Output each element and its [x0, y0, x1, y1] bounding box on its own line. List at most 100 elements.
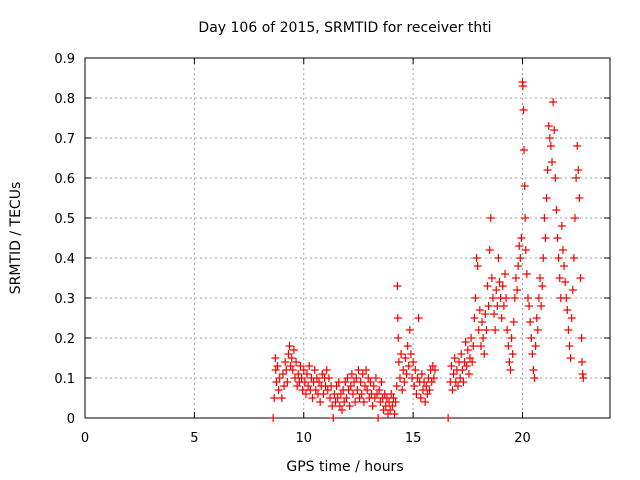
y-tick-label: 0.4 [54, 252, 75, 267]
data-point [481, 310, 490, 318]
data-point [444, 414, 453, 422]
data-point [567, 314, 576, 322]
data-point [377, 378, 386, 386]
data-point [288, 366, 297, 374]
data-point [552, 206, 561, 214]
data-point [394, 334, 403, 342]
data-point [448, 386, 457, 394]
data-point [480, 350, 489, 358]
data-point [560, 262, 569, 270]
y-tick-label: 0.2 [54, 332, 75, 347]
data-point [530, 374, 539, 382]
data-point [572, 174, 581, 182]
data-point [522, 270, 531, 278]
data-point [368, 402, 377, 410]
data-point [286, 362, 295, 370]
data-point [344, 386, 353, 394]
data-point [293, 382, 302, 390]
data-point [431, 366, 439, 374]
x-tick-label: 0 [81, 431, 89, 446]
data-point [534, 294, 543, 302]
data-point [412, 390, 421, 398]
data-point [335, 402, 344, 410]
data-point [361, 382, 369, 390]
data-point [551, 174, 560, 182]
data-point [346, 382, 355, 390]
data-point [533, 326, 542, 334]
data-point [484, 302, 493, 310]
data-point [566, 354, 575, 362]
data-point [486, 214, 495, 222]
data-point [483, 282, 492, 290]
y-tick-label: 0.8 [54, 92, 75, 107]
data-point [388, 402, 397, 410]
data-point [398, 386, 407, 394]
data-point [311, 386, 320, 394]
data-point [476, 342, 485, 350]
data-point [405, 326, 414, 334]
data-point [429, 374, 438, 382]
data-point [300, 378, 309, 386]
data-point [351, 398, 360, 406]
data-point [396, 374, 404, 382]
data-point [278, 370, 287, 378]
data-point [341, 378, 350, 386]
data-point [450, 354, 459, 362]
data-point [461, 338, 470, 346]
data-point [271, 354, 280, 362]
data-point [539, 254, 548, 262]
y-tick-label: 0 [67, 412, 75, 427]
y-tick-label: 0.5 [54, 212, 75, 227]
data-point [275, 374, 284, 382]
data-point [376, 398, 385, 406]
data-point [413, 374, 422, 382]
data-point [285, 342, 294, 350]
data-point [513, 286, 522, 294]
data-point [270, 394, 279, 402]
data-point [358, 370, 367, 378]
data-point [520, 182, 529, 190]
data-point [355, 394, 364, 402]
data-point [487, 274, 496, 282]
y-axis-label: SRMTID / TECUs [8, 182, 24, 295]
data-point [269, 414, 278, 422]
data-point [494, 254, 503, 262]
data-point [490, 310, 499, 318]
data-point [545, 134, 554, 142]
data-point [574, 166, 583, 174]
data-point [478, 318, 487, 326]
data-point [289, 346, 298, 354]
data-point [354, 366, 363, 374]
data-point [485, 246, 494, 254]
data-point [329, 414, 338, 422]
data-point [540, 214, 549, 222]
data-point [528, 350, 537, 358]
data-point [515, 242, 524, 250]
data-point [363, 386, 372, 394]
data-point [271, 366, 280, 374]
data-point [456, 374, 465, 382]
x-tick-label: 5 [190, 431, 198, 446]
data-point [501, 270, 509, 278]
data-point [374, 414, 383, 422]
data-point [324, 374, 333, 382]
data-point [488, 294, 497, 302]
data-point [328, 402, 337, 410]
chart-title: Day 106 of 2015, SRMTID for receiver tht… [198, 20, 491, 36]
data-point [492, 286, 501, 294]
data-point [507, 334, 516, 342]
data-point [525, 302, 534, 310]
data-point [538, 282, 547, 290]
data-point [549, 98, 558, 106]
data-point [332, 382, 341, 390]
data-point [283, 378, 292, 386]
data-point [369, 382, 378, 390]
data-point [519, 106, 528, 114]
data-point [400, 378, 409, 386]
data-point [284, 350, 293, 358]
data-point [451, 378, 460, 386]
data-point [472, 254, 481, 262]
data-point [402, 370, 411, 378]
data-point [573, 142, 582, 150]
